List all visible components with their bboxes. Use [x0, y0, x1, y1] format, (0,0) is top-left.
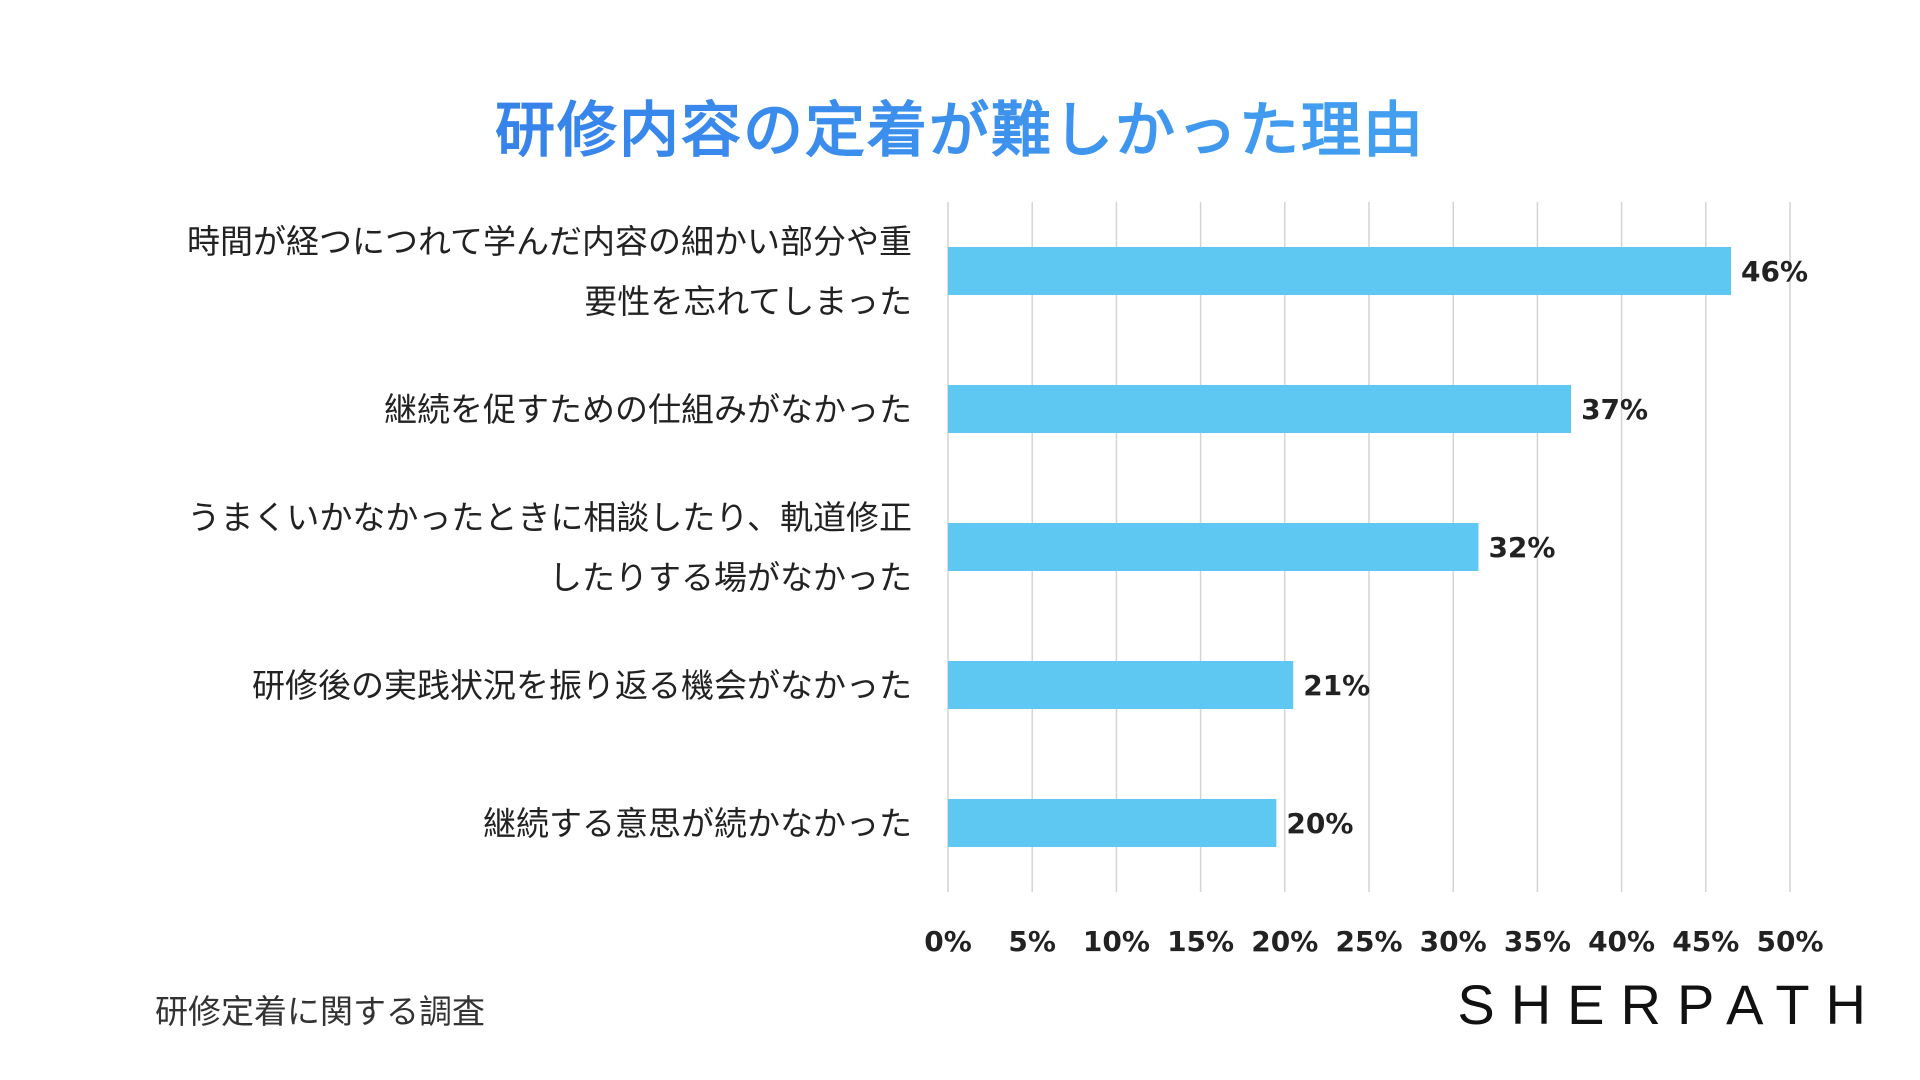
- data-label: 32%: [1488, 531, 1555, 564]
- bar: [948, 247, 1732, 295]
- chart-title: 研修内容の定着が難しかった理由: [0, 82, 1920, 169]
- x-tick-label: 0%: [924, 925, 972, 958]
- category-label: 継続する意思が続かなかった: [483, 804, 912, 843]
- category-label: 時間が経つにつれて学んだ内容の細かい部分や重: [187, 222, 912, 261]
- survey-footnote: 研修定着に関する調査: [155, 992, 485, 1031]
- data-label: 37%: [1581, 393, 1648, 426]
- x-tick-label: 15%: [1167, 925, 1234, 958]
- bar: [948, 523, 1479, 571]
- category-label: 研修後の実践状況を振り返る機会がなかった: [252, 666, 912, 705]
- data-label: 20%: [1286, 807, 1353, 840]
- data-label: 21%: [1303, 669, 1370, 702]
- category-label: うまくいかなかったときに相談したり、軌道修正: [187, 498, 912, 537]
- bar: [948, 385, 1572, 433]
- bar: [948, 799, 1277, 847]
- category-label-layer: 時間が経つにつれて学んだ内容の細かい部分や重要性を忘れてしまった継続を促すための…: [187, 222, 912, 843]
- x-tick-label: 40%: [1588, 925, 1655, 958]
- category-label: 継続を促すための仕組みがなかった: [384, 390, 912, 429]
- value-label-layer: 46% 37% 32% 21% 20%: [1286, 255, 1808, 840]
- bar-layer: [948, 247, 1732, 847]
- brand-logo: SHERPATH: [1457, 973, 1882, 1036]
- x-tick-label: 45%: [1672, 925, 1739, 958]
- x-tick-label: 10%: [1083, 925, 1150, 958]
- x-tick-label: 50%: [1756, 925, 1823, 958]
- x-tick-label: 20%: [1251, 925, 1318, 958]
- tick-label-layer: 0% 5% 10% 15% 20% 25% 30% 35% 40% 45% 50%: [924, 925, 1823, 958]
- category-label: したりする場がなかった: [549, 558, 912, 597]
- x-tick-label: 35%: [1504, 925, 1571, 958]
- bar: [948, 661, 1294, 709]
- x-tick-label: 25%: [1335, 925, 1402, 958]
- x-tick-label: 30%: [1420, 925, 1487, 958]
- category-label: 要性を忘れてしまった: [584, 282, 912, 321]
- data-label: 46%: [1741, 255, 1808, 288]
- x-tick-label: 5%: [1008, 925, 1056, 958]
